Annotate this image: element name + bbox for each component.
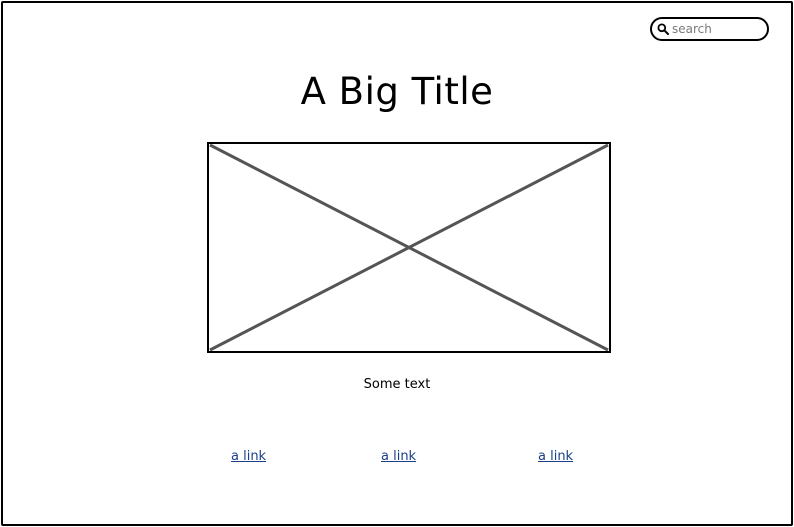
link-3[interactable]: a link: [538, 449, 574, 464]
page-title: A Big Title: [300, 70, 494, 113]
search-icon: [656, 22, 670, 36]
search-box[interactable]: [650, 17, 769, 41]
link-1[interactable]: a link: [231, 449, 267, 464]
body-text: Some text: [363, 377, 431, 392]
search-input[interactable]: [672, 22, 762, 36]
link-2[interactable]: a link: [381, 449, 417, 464]
image-placeholder-icon: [207, 142, 611, 353]
